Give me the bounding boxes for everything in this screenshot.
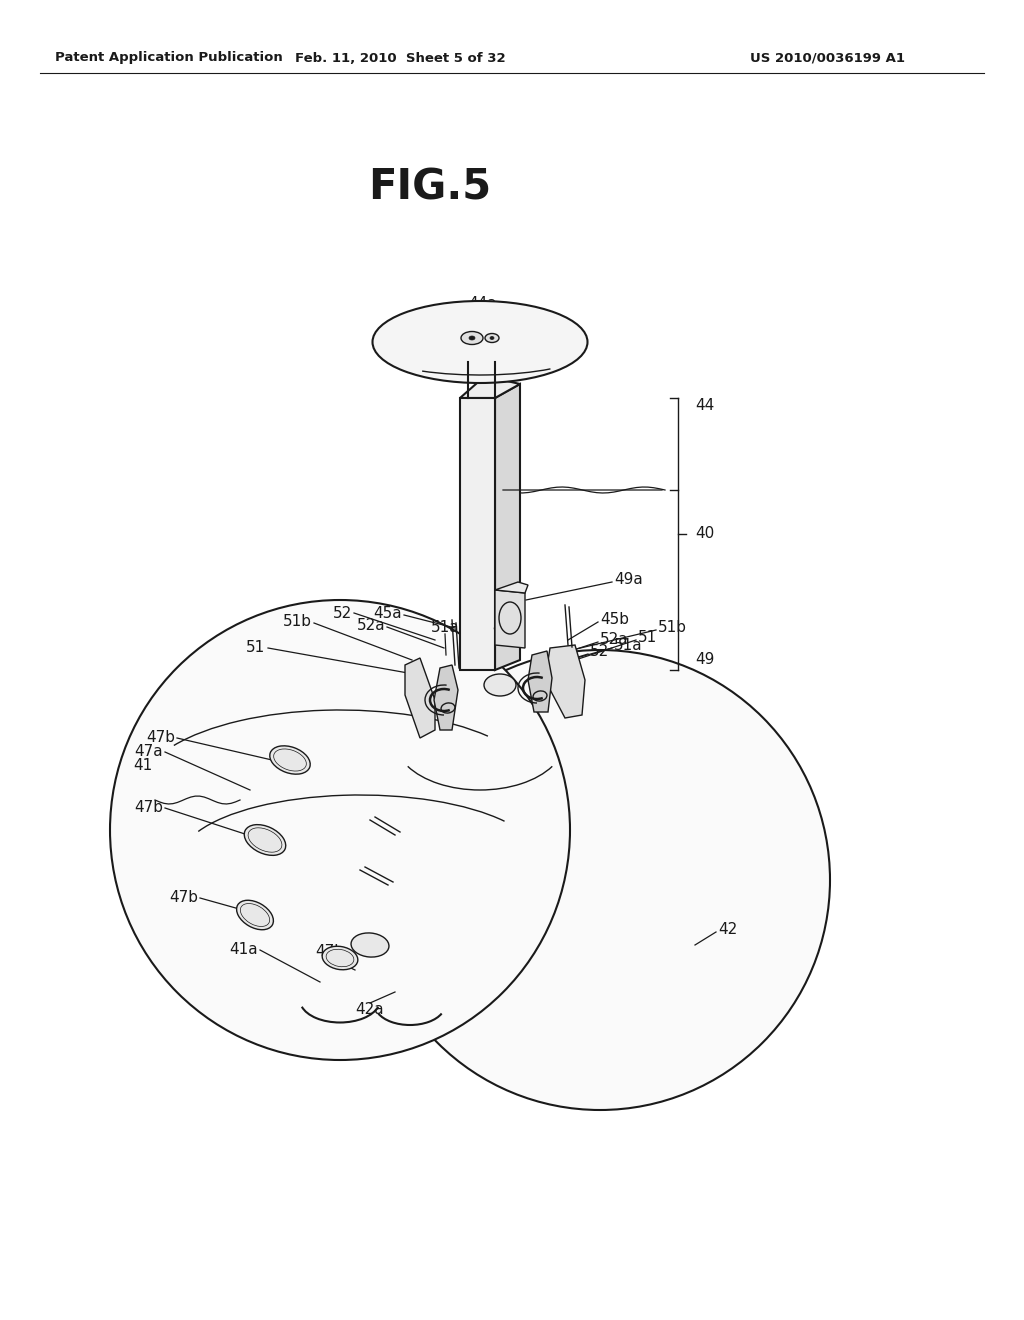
Text: 49a: 49a — [614, 573, 643, 587]
Text: 51a: 51a — [614, 639, 643, 653]
Polygon shape — [434, 665, 458, 730]
Text: 41a: 41a — [229, 942, 258, 957]
Text: 47b: 47b — [169, 891, 198, 906]
Text: 42a: 42a — [355, 1002, 384, 1018]
Text: 51b: 51b — [283, 615, 312, 630]
Text: US 2010/0036199 A1: US 2010/0036199 A1 — [750, 51, 905, 65]
Ellipse shape — [351, 933, 389, 957]
Text: 49: 49 — [695, 652, 715, 668]
Text: 52: 52 — [590, 644, 609, 660]
Ellipse shape — [237, 900, 273, 929]
Text: 47b: 47b — [146, 730, 175, 746]
Text: 45a: 45a — [374, 606, 402, 622]
Circle shape — [110, 601, 570, 1060]
Ellipse shape — [269, 746, 310, 774]
Ellipse shape — [469, 337, 475, 341]
Text: 51: 51 — [638, 631, 657, 645]
Circle shape — [370, 649, 830, 1110]
Text: 52: 52 — [333, 606, 352, 620]
Polygon shape — [528, 651, 552, 711]
Text: 44a: 44a — [469, 296, 498, 310]
Polygon shape — [460, 399, 495, 671]
Text: 51: 51 — [246, 640, 265, 656]
Ellipse shape — [323, 946, 357, 970]
Text: Feb. 11, 2010  Sheet 5 of 32: Feb. 11, 2010 Sheet 5 of 32 — [295, 51, 505, 65]
Polygon shape — [545, 645, 585, 718]
Text: Patent Application Publication: Patent Application Publication — [55, 51, 283, 65]
Text: 40: 40 — [695, 527, 715, 541]
Text: 47b: 47b — [315, 945, 344, 960]
Text: 51a: 51a — [431, 620, 460, 635]
Text: 42: 42 — [718, 923, 737, 937]
Text: 52a: 52a — [600, 632, 629, 648]
Ellipse shape — [373, 301, 588, 383]
Polygon shape — [495, 590, 525, 648]
Text: 52a: 52a — [356, 619, 385, 634]
Text: 44: 44 — [695, 397, 715, 412]
Ellipse shape — [245, 825, 286, 855]
Text: 51b: 51b — [658, 620, 687, 635]
Polygon shape — [460, 376, 520, 399]
Text: 47a: 47a — [134, 744, 163, 759]
Text: 45b: 45b — [600, 612, 629, 627]
Text: FIG.5: FIG.5 — [369, 168, 492, 209]
Text: 47b: 47b — [492, 620, 521, 635]
Text: 41: 41 — [133, 759, 152, 774]
Ellipse shape — [485, 334, 499, 342]
Polygon shape — [406, 657, 435, 738]
Polygon shape — [495, 384, 520, 671]
Ellipse shape — [490, 337, 494, 339]
Ellipse shape — [461, 331, 483, 345]
Ellipse shape — [484, 675, 516, 696]
Polygon shape — [495, 582, 528, 593]
Text: 47b: 47b — [134, 800, 163, 816]
